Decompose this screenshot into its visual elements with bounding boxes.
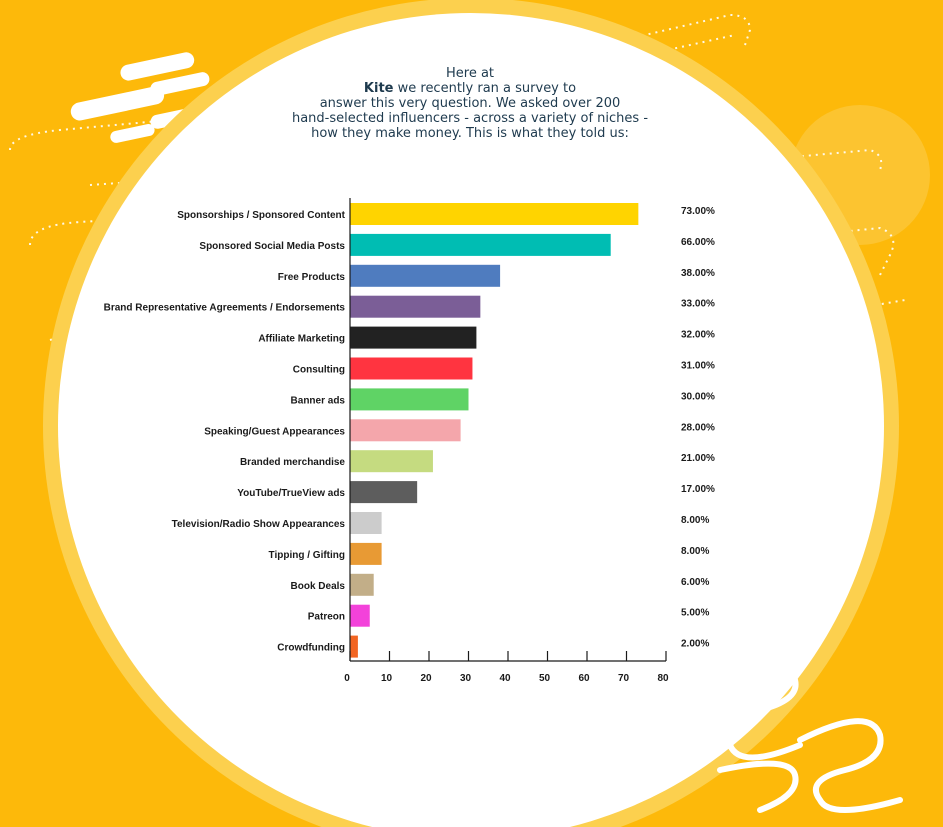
x-tick-label: 0 xyxy=(344,673,350,684)
category-label: Sponsorships / Sponsored Content xyxy=(177,210,345,221)
x-tick-label: 70 xyxy=(618,673,630,684)
value-label: 8.00% xyxy=(681,546,709,557)
x-tick-label: 60 xyxy=(578,673,590,684)
bar xyxy=(350,573,374,596)
bar xyxy=(350,604,370,627)
category-label: Book Deals xyxy=(291,581,346,592)
bar xyxy=(350,264,501,287)
category-label: YouTube/TrueView ads xyxy=(237,488,345,499)
category-label: Branded merchandise xyxy=(240,457,345,468)
brand-name: Kite xyxy=(363,81,394,96)
category-label: Consulting xyxy=(293,365,345,376)
white-circle-panel xyxy=(58,13,884,827)
intro-line-3: answer this very question. We asked over… xyxy=(319,96,621,111)
value-label: 28.00% xyxy=(681,422,715,433)
bar xyxy=(350,357,473,380)
value-label: 2.00% xyxy=(681,639,709,650)
x-tick-label: 30 xyxy=(460,673,472,684)
value-label: 31.00% xyxy=(681,361,715,372)
value-label: 73.00% xyxy=(681,206,715,217)
bar xyxy=(350,295,481,318)
category-label: Sponsored Social Media Posts xyxy=(199,241,345,252)
intro-line-1: Here at xyxy=(445,66,495,81)
x-tick-label: 50 xyxy=(539,673,551,684)
intro-line-2-rest: we recently ran a survey to xyxy=(393,81,577,96)
category-label: Crowdfunding xyxy=(277,643,345,654)
category-label: Patreon xyxy=(308,612,345,623)
value-label: 8.00% xyxy=(681,515,709,526)
category-label: Brand Representative Agreements / Endors… xyxy=(104,303,346,314)
value-label: 6.00% xyxy=(681,577,709,588)
bar xyxy=(350,203,639,225)
value-label: 5.00% xyxy=(681,608,709,619)
bar xyxy=(350,635,358,658)
category-label: Speaking/Guest Appearances xyxy=(204,426,345,437)
bar xyxy=(350,419,461,442)
intro-line-2: Kite we recently ran a survey to xyxy=(270,81,670,96)
category-label: Free Products xyxy=(278,272,346,283)
x-tick-label: 10 xyxy=(381,673,393,684)
bar xyxy=(350,512,382,534)
bar xyxy=(350,388,469,411)
intro-line-4: hand-selected influencers - across a var… xyxy=(291,111,649,126)
bar xyxy=(350,481,418,504)
x-tick-label: 40 xyxy=(499,673,511,684)
bar xyxy=(350,450,433,473)
bar xyxy=(350,326,477,349)
value-label: 66.00% xyxy=(681,237,715,248)
bar xyxy=(350,233,611,256)
value-label: 32.00% xyxy=(681,330,715,341)
bar xyxy=(350,542,382,565)
intro-line-5: how they make money. This is what they t… xyxy=(311,126,629,141)
category-label: Affiliate Marketing xyxy=(258,334,345,345)
intro-text: Here at Kite we recently ran a survey to… xyxy=(270,66,670,141)
value-label: 17.00% xyxy=(681,484,715,495)
x-tick-label: 20 xyxy=(420,673,432,684)
value-label: 33.00% xyxy=(681,299,715,310)
white-squiggles-decoration xyxy=(717,662,903,813)
category-label: Television/Radio Show Appearances xyxy=(172,519,346,530)
category-label: Tipping / Gifting xyxy=(269,550,345,561)
value-label: 21.00% xyxy=(681,453,715,464)
category-label: Banner ads xyxy=(291,395,346,406)
value-label: 38.00% xyxy=(681,268,715,279)
value-label: 30.00% xyxy=(681,391,715,402)
x-tick-label: 80 xyxy=(657,673,669,684)
